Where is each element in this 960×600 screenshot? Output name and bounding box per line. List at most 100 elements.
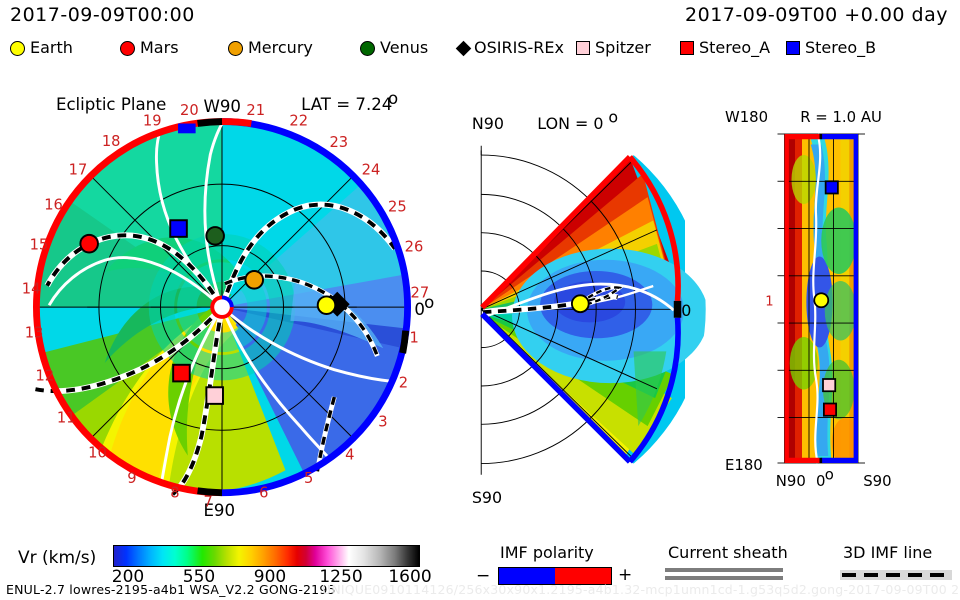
imf-negative-label: − — [476, 566, 491, 586]
hour-tick: 13 — [25, 324, 44, 341]
hour-tick: 22 — [289, 112, 308, 129]
earth-marker-icon[interactable] — [316, 295, 337, 315]
hour-tick: 24 — [362, 161, 381, 178]
colorbar-tick: 1600 — [388, 567, 432, 587]
sun-marker-icon — [210, 295, 234, 319]
legend-label: Spitzer — [595, 38, 651, 57]
hour-tick: 4 — [345, 447, 354, 464]
stereo-b-marker-icon[interactable] — [169, 219, 188, 238]
legend-item-stereo-a: Stereo_A — [680, 36, 770, 60]
legend-item-mercury: Mercury — [228, 36, 313, 60]
colorbar-tick: 550 — [182, 567, 216, 587]
velocity-colorbar — [113, 545, 420, 567]
ecliptic-bodies — [79, 123, 350, 405]
radial-cut-panel: W180 R = 1.0 AU E180 1 N90 0 o S90 — [725, 108, 892, 490]
legend-label: Mars — [140, 38, 179, 57]
ecliptic-axis-right: 0 — [414, 300, 425, 319]
hour-tick: 18 — [102, 133, 121, 150]
hour-tick: 26 — [405, 238, 424, 255]
earth-marker-icon[interactable] — [570, 294, 590, 314]
hour-tick: 25 — [388, 198, 407, 215]
meridional-axis-top: N90 — [472, 114, 504, 133]
stereo-b-rim-icon — [178, 123, 196, 134]
mars-marker-icon[interactable] — [79, 233, 99, 254]
radial-axis-bottom-center-degree: o — [825, 466, 834, 484]
meridional-plane-panel: N90 LON = 0 o S90 0 — [472, 107, 706, 507]
current-sheath-swatch — [665, 568, 783, 582]
meridional-title-degree: o — [608, 107, 618, 126]
radial-axis-bottom-n90: N90 — [776, 472, 806, 490]
legend-label: Stereo_B — [805, 38, 877, 57]
imf-polarity-bar — [498, 567, 612, 585]
ecliptic-axis-top: W90 — [203, 97, 241, 116]
meridional-axis-right: 0 — [681, 301, 691, 320]
ecliptic-lat-degree: o — [388, 89, 398, 108]
meridional-title: LON = 0 — [537, 114, 603, 133]
legend-item-venus: Venus — [360, 36, 428, 60]
footer-source: ENUL-2.7 lowres-2195-a4b1 WSA_V2.2 GONG-… — [6, 582, 336, 597]
hour-tick-labels: 1 2 3 4 5 6 7 8 9 10 11 12 13 14 15 16 1… — [22, 102, 429, 511]
spitzer-marker-icon[interactable] — [822, 378, 837, 393]
header-timestamp-left: 2017-09-09T00:00 — [10, 4, 195, 26]
hour-tick: 9 — [127, 470, 136, 487]
imf-3d-line-title: 3D IMF line — [843, 543, 933, 562]
velocity-field — [481, 155, 706, 464]
colorbar-tick: 200 — [111, 567, 145, 587]
hour-tick: 19 — [143, 112, 162, 129]
earth-marker-icon — [10, 40, 25, 56]
legend-item-spitzer: Spitzer — [576, 36, 651, 60]
stereo-a-marker-icon[interactable] — [172, 363, 191, 383]
hour-tick: 20 — [180, 102, 199, 119]
radial-axis-bottom-right: S90 — [863, 472, 891, 490]
legend-label: Stereo_A — [699, 38, 771, 57]
header-timestamp-right: 2017-09-09T00 +0.00 day — [685, 4, 948, 26]
venus-marker-icon[interactable] — [205, 226, 225, 246]
ecliptic-plane-title: Ecliptic Plane — [56, 95, 166, 114]
colorbar-tick: 1250 — [319, 567, 363, 587]
hour-tick: 8 — [170, 485, 179, 502]
spitzer-marker-icon — [576, 41, 590, 55]
footer-watermark: UNIQUE0910114126/256x30x90x1.2195-a4b1.3… — [322, 582, 960, 597]
stereo-b-marker-icon[interactable] — [824, 180, 839, 195]
radial-title: R = 1.0 AU — [800, 108, 882, 126]
legend-label: Mercury — [248, 38, 313, 57]
legend-item-stereo-b: Stereo_B — [786, 36, 876, 60]
stereo-a-marker-icon[interactable] — [823, 402, 837, 417]
meridional-axis-bottom: S90 — [472, 488, 502, 507]
mars-marker-icon — [120, 40, 135, 56]
radial-axis-bottom-center: 0 — [816, 472, 825, 490]
hour-tick: 15 — [30, 237, 49, 254]
hour-tick: 6 — [259, 485, 268, 502]
imf-3d-line-swatch — [840, 570, 952, 580]
radial-axis-left-tick: 1 — [765, 295, 773, 310]
mercury-marker-icon[interactable] — [244, 270, 264, 290]
stereo-a-marker-icon — [680, 41, 694, 55]
hour-tick: 10 — [88, 445, 107, 462]
earth-marker-icon[interactable] — [813, 292, 830, 309]
hour-tick: 7 — [203, 493, 212, 510]
venus-marker-icon — [360, 40, 375, 56]
spitzer-marker-icon[interactable] — [205, 386, 224, 405]
hour-tick: 16 — [44, 196, 63, 213]
legend-item-mars: Mars — [120, 36, 179, 60]
radial-axis-bottom-left: E180 — [725, 456, 763, 474]
ecliptic-lat-label: LAT = 7.24 — [301, 95, 392, 114]
legend-label: Earth — [30, 38, 73, 57]
hour-tick: 2 — [399, 374, 408, 391]
hour-tick: 5 — [304, 470, 313, 487]
polarity-rim — [784, 134, 858, 463]
hour-tick: 21 — [246, 102, 265, 119]
body-legend: Earth Mars Mercury Venus OSIRIS-REx Spit… — [8, 36, 952, 60]
hour-tick: 17 — [69, 161, 88, 178]
legend-label: OSIRIS-REx — [474, 38, 564, 57]
polarity-rim — [33, 118, 411, 497]
legend-item-earth: Earth — [10, 36, 73, 60]
legend-item-osiris-rex: OSIRIS-REx — [455, 36, 564, 60]
imf-polarity-title: IMF polarity — [500, 543, 594, 562]
hour-tick: 1 — [410, 329, 419, 346]
polarity-rim — [480, 154, 682, 464]
hour-tick: 12 — [35, 367, 54, 384]
ecliptic-axis-bottom: E90 — [203, 501, 235, 520]
imf-positive-label: + — [618, 565, 633, 585]
radial-axis-top-left: W180 — [725, 108, 768, 126]
